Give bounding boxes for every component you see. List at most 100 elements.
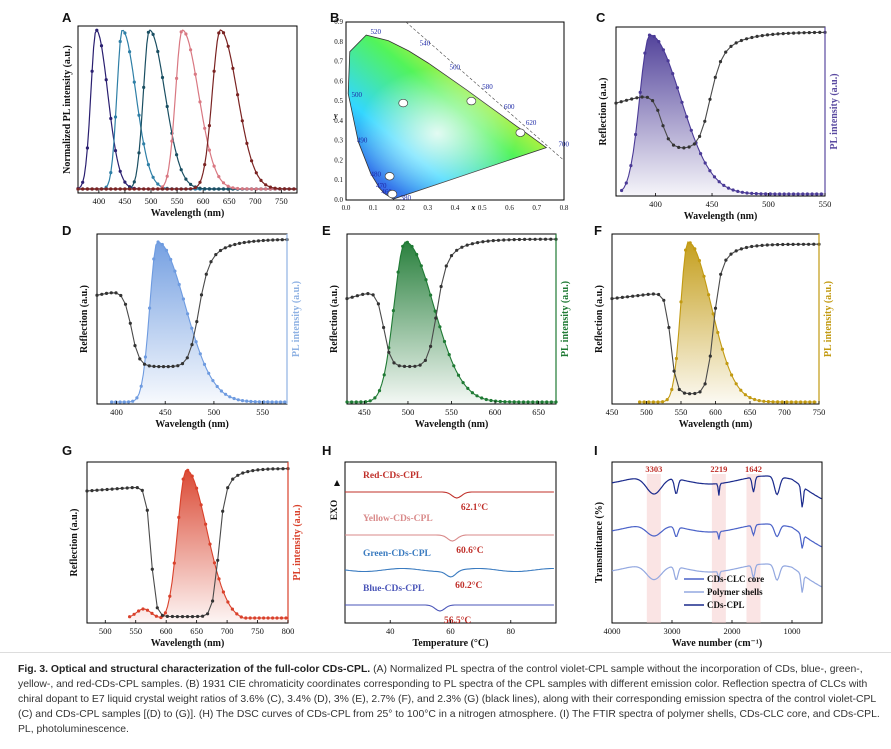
reflection-marker — [543, 237, 548, 241]
reflection-marker — [166, 365, 170, 369]
y-tick-label: 0.6 — [334, 77, 343, 85]
reflection-marker — [476, 241, 480, 245]
panel-D: 400 450 500 550 Wavelength (nm) Reflection (a… — [79, 233, 302, 430]
pl-marker — [235, 612, 239, 616]
dsc-series-label: Blue-CDs-CPL — [363, 584, 424, 594]
reflection-marker — [109, 291, 113, 295]
pl-marker-red — [132, 187, 136, 191]
x-axis-label: Wavelength (nm) — [151, 638, 225, 649]
exo-arrow-icon — [334, 480, 340, 486]
reflection-marker — [619, 100, 623, 104]
reflection-marker — [119, 293, 123, 298]
y-axis-label: y — [333, 111, 338, 120]
x-axis-label: x — [470, 203, 475, 212]
pl-marker — [230, 607, 234, 611]
pl-marker — [173, 269, 177, 273]
pl-marker — [345, 400, 349, 404]
pl-emission-line — [347, 241, 556, 403]
x-tick-label: 700 — [221, 626, 234, 636]
pl-marker — [638, 400, 642, 404]
pl-marker — [702, 274, 706, 278]
reflection-marker — [713, 306, 718, 310]
pl-marker — [475, 394, 479, 398]
pl-marker — [110, 400, 114, 404]
pl-marker — [152, 257, 156, 261]
pl-marker — [794, 400, 798, 404]
reflection-marker — [677, 387, 681, 392]
pl-marker — [480, 396, 484, 400]
pl-marker-red — [137, 187, 141, 191]
pl-marker — [143, 355, 147, 359]
pl-marker-yellow — [254, 187, 258, 191]
pl-marker-red — [193, 186, 197, 190]
pl-marker-yellow — [170, 139, 174, 143]
caption-body: (A) Normalized PL spectra of the control… — [18, 664, 880, 735]
pl-marker — [118, 400, 122, 404]
pl-marker — [768, 192, 772, 196]
pl-marker — [132, 612, 136, 616]
x-tick-label: 0.6 — [505, 204, 514, 212]
pl-marker — [253, 400, 257, 404]
pl-marker — [114, 400, 118, 404]
pl-marker-yellow — [236, 186, 240, 191]
pl-fill-area — [347, 242, 556, 404]
pl-marker-green — [217, 187, 221, 191]
reflection-marker — [105, 487, 109, 492]
pl-marker-yellow — [203, 126, 207, 130]
reflection-marker — [760, 243, 764, 247]
pl-marker-green — [175, 153, 179, 157]
reflection-marker — [408, 364, 412, 369]
pl-marker — [815, 192, 819, 196]
pl-marker — [810, 192, 814, 196]
pl-marker — [266, 400, 270, 404]
pl-marker — [266, 616, 270, 620]
pl-marker — [232, 396, 236, 401]
reflection-marker — [646, 292, 650, 296]
reflection-marker — [796, 242, 800, 246]
pl-marker-yellow — [179, 30, 183, 34]
dsc-curve — [345, 491, 554, 499]
reflection-marker — [657, 292, 661, 297]
pl-marker — [181, 297, 185, 301]
reflection-marker — [776, 243, 780, 247]
pl-marker — [697, 259, 702, 263]
pl-marker-red — [231, 66, 235, 70]
pl-marker — [743, 393, 748, 397]
reflection-marker — [434, 316, 438, 320]
pl-marker-red — [226, 44, 230, 48]
x-tick-label: 80 — [507, 626, 516, 636]
y-axis-label: EXO — [330, 500, 340, 521]
reflection-marker — [361, 292, 365, 296]
pl-marker — [221, 590, 225, 594]
panel-label-E: E — [322, 223, 331, 238]
reflection-marker — [160, 613, 164, 618]
reflection-marker — [682, 146, 686, 150]
pl-marker — [647, 33, 652, 37]
reflection-marker — [176, 364, 180, 368]
reflection-marker — [666, 137, 670, 141]
y-tick-label: 0.7 — [334, 58, 343, 66]
reflection-marker — [692, 142, 697, 146]
pl-marker — [122, 400, 126, 404]
pl-marker — [503, 400, 507, 404]
x-axis-label: Wavelength (nm) — [155, 419, 229, 430]
pl-marker — [805, 192, 810, 196]
reflection-marker — [631, 294, 635, 298]
pl-marker — [707, 293, 711, 297]
reflection-marker — [246, 470, 250, 474]
pl-marker — [190, 474, 194, 478]
reflection-marker — [614, 101, 618, 105]
reflection-marker — [496, 238, 501, 242]
x-tick-label: 60 — [446, 626, 455, 636]
pl-marker — [680, 100, 684, 104]
reflection-marker — [185, 615, 190, 619]
reflection-marker — [635, 96, 639, 100]
band-label: 3303 — [645, 464, 662, 474]
x-tick-label: 0.2 — [396, 204, 405, 212]
pl-marker — [726, 186, 731, 190]
pl-series-violet — [77, 29, 297, 190]
reflection-marker — [615, 296, 619, 300]
pl-marker-green — [198, 186, 202, 190]
pl-marker — [461, 381, 465, 385]
pl-series-red — [78, 29, 297, 190]
